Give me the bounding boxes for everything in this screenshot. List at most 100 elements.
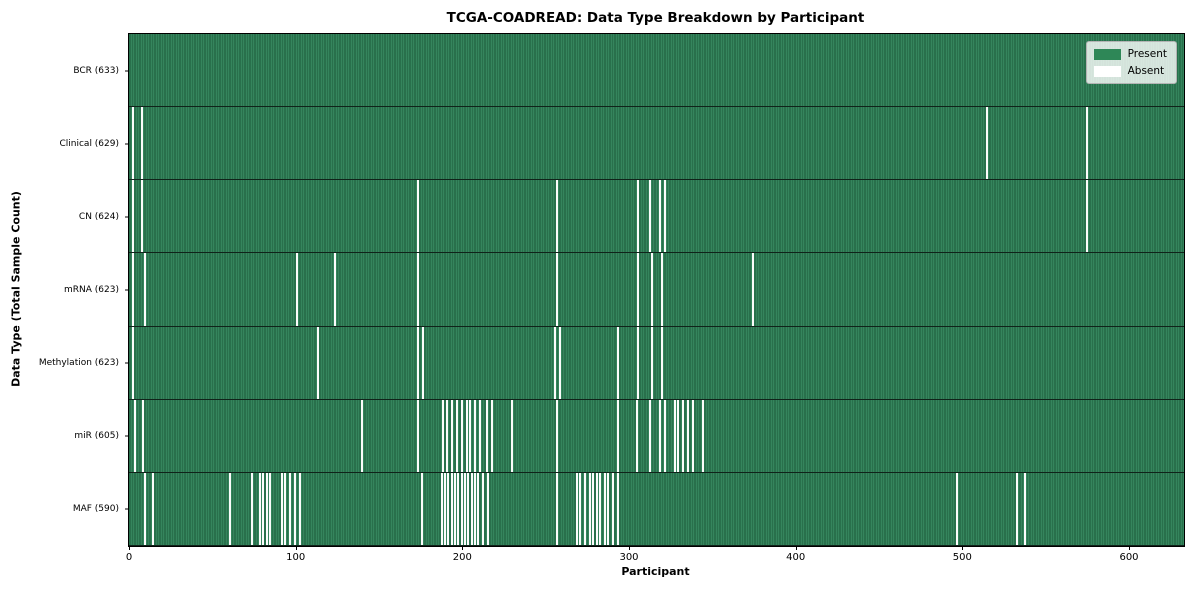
absent-stripe <box>649 180 651 253</box>
absent-stripe <box>445 399 448 472</box>
absent-stripe <box>477 472 480 545</box>
absent-stripe <box>1085 180 1088 253</box>
absent-stripe <box>575 472 578 545</box>
legend: Present Absent <box>1085 41 1177 84</box>
absent-stripe <box>687 399 690 472</box>
absent-stripe <box>650 253 653 326</box>
absent-stripe <box>450 399 453 472</box>
absent-stripe <box>649 399 651 472</box>
y-tick-label-methylation: Methylation (623) <box>38 358 119 369</box>
absent-stripe <box>482 472 485 545</box>
x-tick-mark <box>295 546 297 550</box>
absent-stripe <box>510 399 513 472</box>
absent-stripe <box>985 107 988 180</box>
absent-stripe <box>142 399 145 472</box>
x-tick-mark <box>795 546 797 550</box>
absent-stripe <box>604 472 606 545</box>
absent-stripe <box>467 472 470 545</box>
x-tick-label-0: 0 <box>125 552 133 563</box>
absent-stripe <box>659 399 661 472</box>
heatmap-row-maf <box>129 472 1184 546</box>
absent-stripe <box>559 326 561 399</box>
absent-stripe <box>617 326 620 399</box>
absent-stripe <box>144 472 146 545</box>
heatmap-row-bcr <box>129 34 1184 108</box>
absent-stripe <box>1024 472 1026 545</box>
x-tick-label-100: 100 <box>286 552 306 563</box>
absent-stripe <box>659 180 661 253</box>
absent-stripe <box>460 399 463 472</box>
plot-area: Present Absent BCR (633) Clinical (629) CN… <box>39 33 1185 563</box>
absent-stripe <box>460 472 463 545</box>
absent-stripe <box>637 326 640 399</box>
absent-stripe <box>294 472 296 545</box>
legend-label-absent: Absent <box>1127 65 1165 77</box>
absent-stripe <box>479 399 481 472</box>
absent-stripe <box>677 399 680 472</box>
legend-swatch-present-icon <box>1093 48 1121 60</box>
y-tick-label-bcr: BCR (633) <box>73 65 119 76</box>
absent-stripe <box>132 253 135 326</box>
absent-stripe <box>584 472 586 545</box>
absent-stripe <box>289 472 291 545</box>
y-tick-label-mir: miR (605) <box>74 431 119 442</box>
absent-stripe <box>465 399 468 472</box>
heatmap-row-mrna <box>129 253 1184 327</box>
absent-stripe <box>442 399 445 472</box>
y-tick-mark <box>125 289 129 291</box>
absent-stripe <box>152 472 155 545</box>
heatmap-row-cn <box>129 180 1184 254</box>
x-tick-mark <box>129 546 130 550</box>
absent-stripe <box>299 472 301 545</box>
absent-stripe <box>487 472 490 545</box>
absent-stripe <box>682 399 685 472</box>
absent-stripe <box>592 472 595 545</box>
absent-stripe <box>660 326 663 399</box>
heatmap-row-methylation <box>129 326 1184 400</box>
y-axis-title: Data Type (Total Sample Count) <box>9 191 23 387</box>
absent-stripe <box>555 253 558 326</box>
absent-stripe <box>599 472 601 545</box>
absent-stripe <box>464 472 466 545</box>
y-tick-mark <box>125 508 129 510</box>
absent-stripe <box>295 253 298 326</box>
absent-stripe <box>269 472 271 545</box>
absent-stripe <box>555 399 558 472</box>
absent-stripe <box>589 472 591 545</box>
x-tick-label-200: 200 <box>452 552 472 563</box>
x-tick-mark <box>1129 546 1130 550</box>
absent-stripe <box>420 472 423 545</box>
absent-stripe <box>280 472 283 545</box>
absent-stripe <box>422 326 425 399</box>
absent-stripe <box>317 326 320 399</box>
x-axis-title: Participant <box>621 565 690 578</box>
y-tick-mark <box>125 143 129 145</box>
absent-stripe <box>132 326 135 399</box>
heatmap-row-clinical <box>129 107 1184 181</box>
absent-stripe <box>265 472 268 545</box>
legend-label-present: Present <box>1127 48 1167 60</box>
y-tick-label-clinical: Clinical (629) <box>59 138 119 149</box>
absent-stripe <box>440 472 443 545</box>
absent-stripe <box>454 472 456 545</box>
absent-stripe <box>444 472 446 545</box>
absent-stripe <box>1085 107 1088 180</box>
absent-stripe <box>955 472 958 545</box>
x-tick-label-300: 300 <box>619 552 639 563</box>
absent-stripe <box>617 472 620 545</box>
absent-stripe <box>474 472 476 545</box>
absent-stripe <box>469 399 471 472</box>
absent-stripe <box>692 399 695 472</box>
absent-stripe <box>417 180 420 253</box>
x-tick-mark <box>962 546 964 550</box>
absent-stripe <box>650 326 653 399</box>
absent-stripe <box>485 399 488 472</box>
absent-stripe <box>674 399 676 472</box>
absent-stripe <box>612 472 615 545</box>
x-tick-label-400: 400 <box>786 552 806 563</box>
absent-stripe <box>490 399 493 472</box>
absent-stripe <box>635 399 638 472</box>
absent-stripe <box>259 472 261 545</box>
legend-item-absent: Absent <box>1093 65 1167 77</box>
legend-item-present: Present <box>1093 48 1167 60</box>
